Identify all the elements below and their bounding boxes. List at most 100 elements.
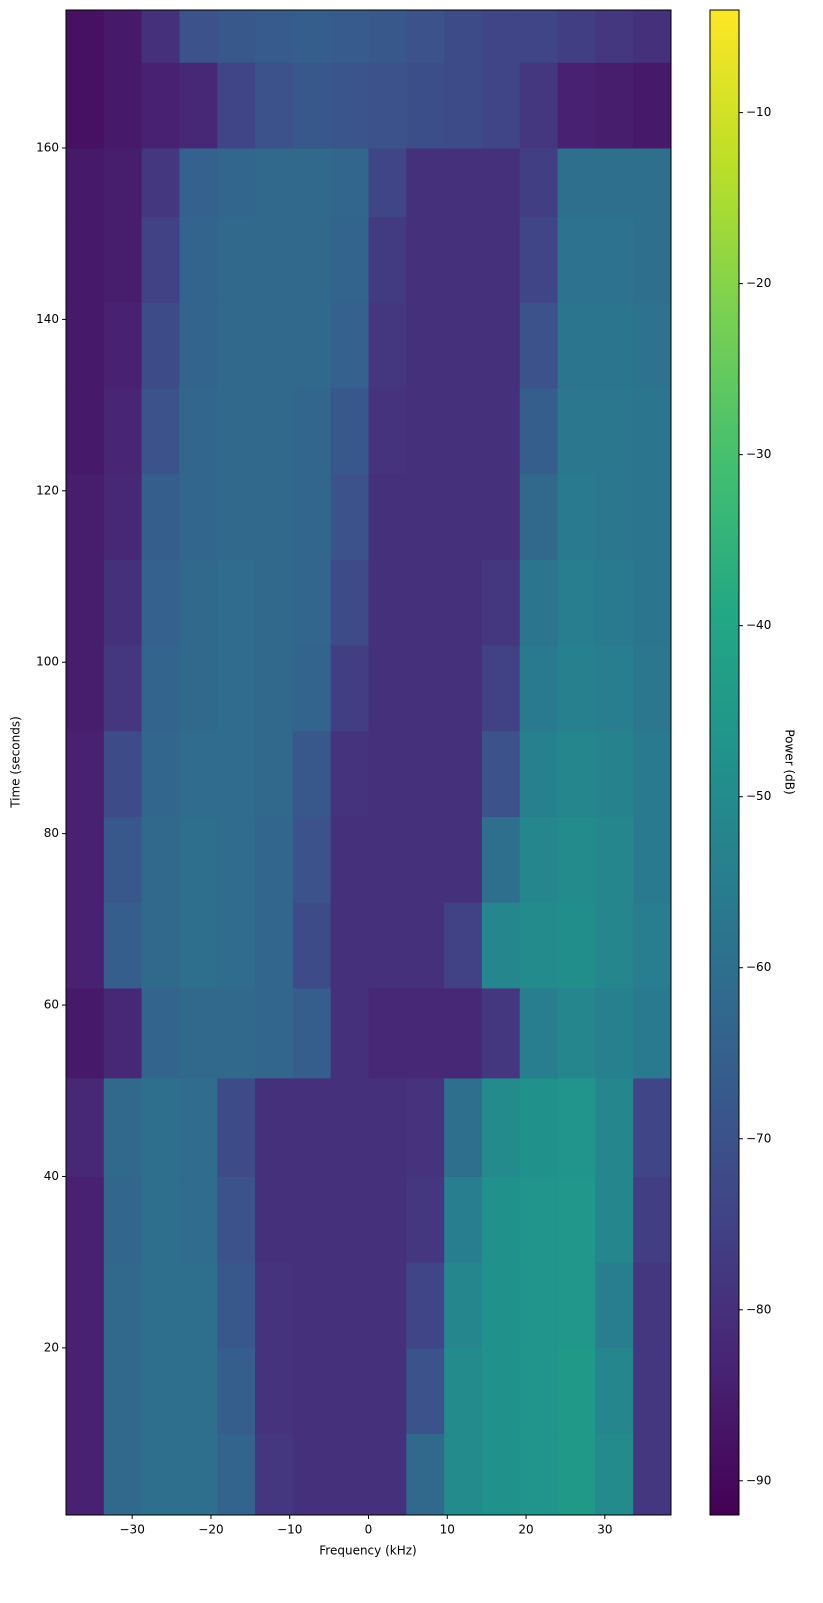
heatmap-cell [633, 473, 672, 560]
heatmap-cell [66, 62, 105, 149]
heatmap-cell [255, 147, 294, 218]
colorbar-tick-label: −20 [746, 276, 771, 290]
colorbar-tick-label: −90 [746, 1473, 771, 1487]
heatmap-cell [406, 473, 445, 560]
heatmap-cell [66, 387, 105, 475]
heatmap-cell [217, 147, 256, 218]
heatmap-cell [292, 147, 332, 218]
heatmap-cell [595, 987, 634, 1079]
heatmap-cell [444, 473, 483, 560]
heatmap-cell [292, 1262, 332, 1349]
heatmap-cell [217, 902, 256, 989]
heatmap-cell [368, 10, 407, 63]
heatmap-cell [519, 987, 559, 1079]
heatmap-cell [141, 1433, 180, 1516]
heatmap-cell [444, 730, 483, 817]
heatmap-cell [141, 902, 180, 989]
heatmap-cell [292, 645, 332, 732]
heatmap-cell [103, 1077, 143, 1177]
heatmap-cell [633, 1077, 672, 1177]
heatmap-cell [481, 730, 521, 817]
heatmap-cell [103, 1262, 143, 1349]
heatmap-cell [292, 10, 332, 63]
heatmap-cell [595, 816, 634, 903]
y-axis-label: Time (seconds) [9, 716, 23, 809]
heatmap-cell [406, 387, 445, 475]
heatmap-cell [595, 1077, 634, 1177]
heatmap-cell [557, 559, 596, 646]
heatmap-cell [633, 147, 672, 218]
colorbar-tick-label: −10 [746, 105, 771, 119]
heatmap-cell [179, 645, 218, 732]
heatmap-cell [330, 1077, 369, 1177]
heatmap-cell [368, 987, 407, 1079]
heatmap-cell [633, 1433, 672, 1516]
heatmap-cell [481, 1262, 521, 1349]
heatmap-cell [179, 473, 218, 560]
heatmap-cell [633, 645, 672, 732]
heatmap-cell [217, 1433, 256, 1516]
heatmap-cell [406, 1433, 445, 1516]
heatmap-cell [595, 302, 634, 389]
heatmap-cell [217, 987, 256, 1079]
heatmap-cell [519, 1077, 559, 1177]
heatmap-cell [141, 216, 180, 303]
heatmap-cell [292, 902, 332, 989]
heatmap-cell [217, 559, 256, 646]
heatmap-cell [368, 730, 407, 817]
heatmap-cell [481, 987, 521, 1079]
heatmap-cell [444, 387, 483, 475]
heatmap-cell [292, 1176, 332, 1263]
heatmap-cell [255, 1176, 294, 1263]
heatmap-cell [66, 10, 105, 63]
heatmap-cell [481, 559, 521, 646]
heatmap-cell [217, 1077, 256, 1177]
heatmap-cell [141, 987, 180, 1079]
colorbar-tick-label: −70 [746, 1131, 771, 1145]
heatmap-cell [141, 1262, 180, 1349]
heatmap-cell [444, 1347, 483, 1435]
heatmap-cell [330, 1347, 369, 1435]
heatmap-cell [633, 1347, 672, 1435]
heatmap-cell [519, 730, 559, 817]
heatmap-cell [519, 1176, 559, 1263]
heatmap-cell [66, 147, 105, 218]
heatmap-cell [255, 302, 294, 389]
x-tick-label: −10 [277, 1523, 302, 1537]
heatmap-cell [66, 1176, 105, 1263]
heatmap-cell [368, 902, 407, 989]
heatmap-cell [519, 62, 559, 149]
heatmap-cell [103, 730, 143, 817]
heatmap-cell [217, 816, 256, 903]
heatmap-cell [179, 1347, 218, 1435]
heatmap-cell [66, 816, 105, 903]
heatmap-cell [633, 902, 672, 989]
x-tick-label: 20 [518, 1523, 533, 1537]
x-tick-label: −30 [120, 1523, 145, 1537]
heatmap-cell [368, 1433, 407, 1516]
heatmap-cell [255, 473, 294, 560]
heatmap-cell [255, 1433, 294, 1516]
heatmap-cell [557, 147, 596, 218]
heatmap-cell [368, 1077, 407, 1177]
heatmap-cell [557, 987, 596, 1079]
heatmap-cell [292, 1077, 332, 1177]
heatmap-cell [179, 902, 218, 989]
heatmap-cell [217, 62, 256, 149]
heatmap-cell [595, 645, 634, 732]
heatmap-cell [66, 1077, 105, 1177]
heatmap-cell [141, 816, 180, 903]
heatmap-cell [141, 1176, 180, 1263]
heatmap-cell [179, 10, 218, 63]
heatmap-cell [217, 1262, 256, 1349]
heatmap-cell [633, 559, 672, 646]
heatmap-cell [103, 1347, 143, 1435]
heatmap-cell [481, 1176, 521, 1263]
heatmap-cell [633, 730, 672, 817]
heatmap-cell [255, 216, 294, 303]
heatmap-cell [595, 1347, 634, 1435]
heatmap-cell [66, 216, 105, 303]
heatmap-cell [217, 387, 256, 475]
heatmap-cell [557, 1077, 596, 1177]
